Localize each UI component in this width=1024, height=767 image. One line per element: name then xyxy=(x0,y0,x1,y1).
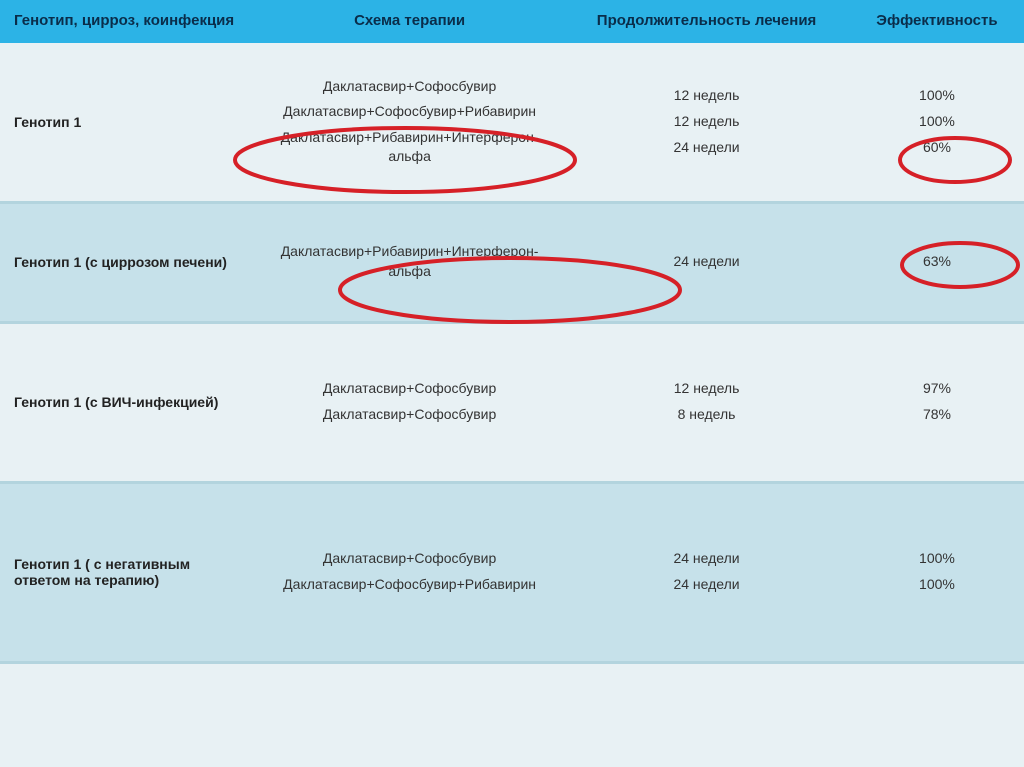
eff-line: 100% xyxy=(858,112,1016,132)
therapy-table-container: Генотип, цирроз, коинфекция Схема терапи… xyxy=(0,0,1024,664)
cell-efficacy: 100% 100% xyxy=(850,482,1024,662)
duration-line: 12 недель xyxy=(571,86,842,106)
table-row: Генотип 1 (с ВИЧ-инфекцией) Даклатасвир+… xyxy=(0,322,1024,482)
cell-efficacy: 100% 100% 60% xyxy=(850,42,1024,202)
therapy-table: Генотип, цирроз, коинфекция Схема терапи… xyxy=(0,0,1024,664)
therapy-line: Даклатасвир+Софосбувир+Рибавирин xyxy=(264,575,555,595)
col-header-duration: Продолжительность лечения xyxy=(563,0,850,42)
eff-line: 63% xyxy=(858,252,1016,272)
eff-line: 100% xyxy=(858,86,1016,106)
cell-genotype: Генотип 1 xyxy=(0,42,256,202)
col-header-genotype: Генотип, цирроз, коинфекция xyxy=(0,0,256,42)
duration-line: 24 недели xyxy=(571,549,842,569)
duration-line: 24 недели xyxy=(571,575,842,595)
duration-line: 12 недель xyxy=(571,379,842,399)
cell-duration: 12 недель 8 недель xyxy=(563,322,850,482)
therapy-line: Даклатасвир+Рибавирин+Интерферон-альфа xyxy=(264,128,555,167)
therapy-line: Даклатасвир+Рибавирин+Интерферон-альфа xyxy=(264,242,555,281)
cell-duration: 12 недель 12 недель 24 недели xyxy=(563,42,850,202)
therapy-line: Даклатасвир+Софосбувир xyxy=(264,405,555,425)
cell-therapy: Даклатасвир+Рибавирин+Интерферон-альфа xyxy=(256,202,563,322)
therapy-line: Даклатасвир+Софосбувир xyxy=(264,77,555,97)
cell-therapy: Даклатасвир+Софосбувир Даклатасвир+Софос… xyxy=(256,322,563,482)
cell-therapy: Даклатасвир+Софосбувир Даклатасвир+Софос… xyxy=(256,42,563,202)
cell-therapy: Даклатасвир+Софосбувир Даклатасвир+Софос… xyxy=(256,482,563,662)
cell-efficacy: 63% xyxy=(850,202,1024,322)
eff-line: 60% xyxy=(858,138,1016,158)
therapy-line: Даклатасвир+Софосбувир+Рибавирин xyxy=(264,102,555,122)
eff-line: 100% xyxy=(858,549,1016,569)
cell-genotype: Генотип 1 ( с негативным ответом на тера… xyxy=(0,482,256,662)
col-header-therapy: Схема терапии xyxy=(256,0,563,42)
therapy-line: Даклатасвир+Софосбувир xyxy=(264,379,555,399)
header-row: Генотип, цирроз, коинфекция Схема терапи… xyxy=(0,0,1024,42)
therapy-line: Даклатасвир+Софосбувир xyxy=(264,549,555,569)
eff-line: 97% xyxy=(858,379,1016,399)
duration-line: 24 недели xyxy=(571,138,842,158)
cell-efficacy: 97% 78% xyxy=(850,322,1024,482)
table-row: Генотип 1 (с циррозом печени) Даклатасви… xyxy=(0,202,1024,322)
table-row: Генотип 1 ( с негативным ответом на тера… xyxy=(0,482,1024,662)
table-row: Генотип 1 Даклатасвир+Софосбувир Даклата… xyxy=(0,42,1024,202)
duration-line: 24 недели xyxy=(571,252,842,272)
eff-line: 78% xyxy=(858,405,1016,425)
duration-line: 12 недель xyxy=(571,112,842,132)
duration-line: 8 недель xyxy=(571,405,842,425)
table-body: Генотип 1 Даклатасвир+Софосбувир Даклата… xyxy=(0,42,1024,662)
cell-duration: 24 недели 24 недели xyxy=(563,482,850,662)
cell-genotype: Генотип 1 (с ВИЧ-инфекцией) xyxy=(0,322,256,482)
eff-line: 100% xyxy=(858,575,1016,595)
col-header-efficacy: Эффективность xyxy=(850,0,1024,42)
cell-genotype: Генотип 1 (с циррозом печени) xyxy=(0,202,256,322)
cell-duration: 24 недели xyxy=(563,202,850,322)
